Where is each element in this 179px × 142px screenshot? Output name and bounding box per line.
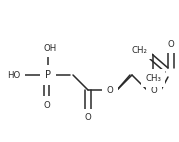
Text: O: O — [107, 85, 113, 94]
Text: CH₃: CH₃ — [145, 74, 161, 83]
Text: O: O — [44, 101, 50, 109]
Text: OH: OH — [43, 43, 57, 53]
Text: CH₂: CH₂ — [132, 45, 148, 55]
Text: O: O — [168, 39, 174, 49]
Text: O: O — [85, 113, 91, 123]
Text: O: O — [151, 85, 157, 94]
Text: HO: HO — [7, 70, 21, 80]
Text: P: P — [45, 70, 51, 80]
